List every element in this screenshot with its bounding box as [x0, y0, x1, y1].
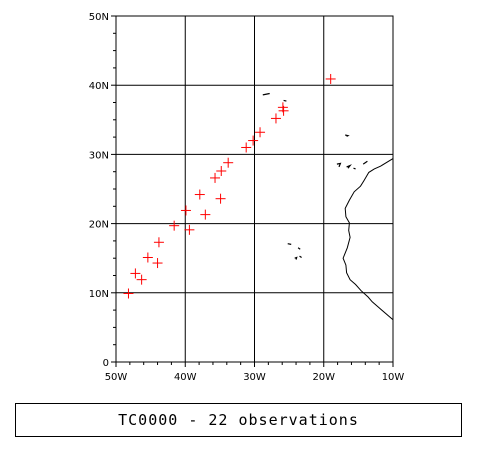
observation-marker: [325, 73, 336, 84]
observation-marker: [210, 172, 221, 183]
y-tick-label: 10N: [89, 289, 109, 300]
x-tick-label: 40W: [174, 372, 197, 383]
observation-marker: [169, 220, 180, 231]
x-tick-label: 10W: [382, 372, 405, 383]
x-tick-label: 50W: [105, 372, 128, 383]
island: [362, 160, 368, 165]
observation-marker: [200, 209, 211, 220]
grid-lines: [111, 15, 394, 367]
observation-marker: [215, 193, 226, 204]
island: [346, 164, 352, 169]
x-tick-label: 20W: [312, 372, 335, 383]
map-frame: [115, 15, 394, 363]
y-tick-label: 40N: [89, 81, 109, 92]
observation-marker: [123, 288, 134, 299]
observation-marker: [255, 127, 266, 138]
africa-coastline: [342, 158, 394, 321]
observation-marker: [248, 135, 259, 146]
island: [336, 162, 342, 168]
island: [262, 92, 270, 96]
observation-marker: [153, 237, 164, 248]
tick-labels: 50W 40W 30W 20W 10W 0 10N 20N 30N 40N 50N: [89, 12, 405, 383]
observation-marker: [136, 274, 147, 285]
island: [299, 255, 302, 258]
observation-marker: [130, 268, 141, 279]
observation-marker: [152, 258, 163, 269]
observation-marker: [194, 189, 205, 200]
map-figure: 50W 40W 30W 20W 10W 0 10N 20N 30N 40N 50N: [89, 12, 405, 383]
y-tick-label: 20N: [89, 220, 109, 231]
x-tick-label: 30W: [243, 372, 266, 383]
observation-marker: [142, 252, 153, 263]
y-tick-label: 0: [103, 358, 109, 369]
observation-marker: [223, 157, 234, 168]
observation-marker: [180, 205, 191, 216]
island: [287, 243, 292, 245]
coastline: [262, 92, 394, 321]
observation-marker: [216, 166, 227, 177]
y-tick-label: 30N: [89, 150, 109, 161]
observation-marker: [241, 142, 252, 153]
island: [353, 167, 356, 170]
island: [283, 99, 287, 102]
observation-marker: [184, 224, 195, 235]
caption-box: TC0000 - 22 observations: [15, 403, 462, 437]
island: [294, 256, 298, 260]
observation-markers: [123, 73, 336, 299]
island: [345, 134, 350, 137]
observation-marker: [270, 113, 281, 124]
y-tick-label: 50N: [89, 12, 109, 23]
caption-title: TC0000 - 22 observations: [118, 411, 359, 429]
island: [297, 247, 301, 250]
observation-marker: [277, 102, 288, 113]
